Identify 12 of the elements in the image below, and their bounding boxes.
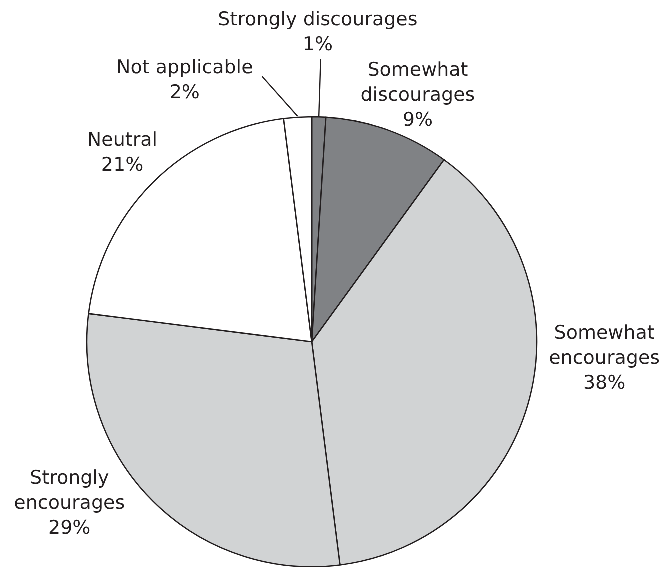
data-label: 2% [170, 82, 200, 104]
data-label: 21% [101, 154, 144, 176]
slice-label: Strongly encourages [14, 467, 126, 514]
slice-label: Somewhat encourages [549, 322, 660, 369]
data-label: 38% [583, 372, 626, 394]
slice-label: Strongly discourages [218, 8, 418, 31]
slice-label: Not applicable [116, 56, 254, 79]
data-label: 1% [302, 34, 334, 56]
data-label: 29% [48, 517, 91, 540]
data-label: 9% [402, 108, 434, 131]
slice-label: Neutral [87, 128, 158, 151]
slice-label: Somewhat discourages [360, 58, 476, 106]
